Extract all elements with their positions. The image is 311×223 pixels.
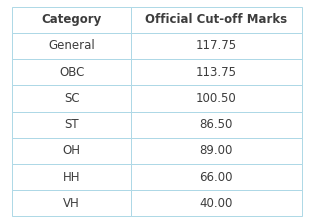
- Text: 40.00: 40.00: [200, 197, 233, 210]
- Text: 66.00: 66.00: [200, 171, 233, 184]
- Bar: [12, 85, 131, 112]
- Text: VH: VH: [63, 197, 80, 210]
- Bar: [12, 59, 131, 85]
- Text: 86.50: 86.50: [200, 118, 233, 131]
- Text: General: General: [48, 39, 95, 52]
- Bar: [131, 85, 302, 112]
- Text: ST: ST: [64, 118, 79, 131]
- Text: 117.75: 117.75: [196, 39, 237, 52]
- Bar: [12, 7, 131, 33]
- Bar: [131, 138, 302, 164]
- Text: OBC: OBC: [59, 66, 84, 79]
- Text: 113.75: 113.75: [196, 66, 237, 79]
- Text: 100.50: 100.50: [196, 92, 237, 105]
- Text: Category: Category: [42, 13, 102, 26]
- Text: OH: OH: [63, 144, 81, 157]
- Bar: [131, 7, 302, 33]
- Bar: [131, 59, 302, 85]
- Bar: [12, 138, 131, 164]
- Bar: [12, 164, 131, 190]
- Bar: [12, 112, 131, 138]
- Text: SC: SC: [64, 92, 80, 105]
- Text: HH: HH: [63, 171, 81, 184]
- Bar: [131, 112, 302, 138]
- Bar: [131, 33, 302, 59]
- Bar: [12, 190, 131, 216]
- Bar: [131, 190, 302, 216]
- Text: Official Cut-off Marks: Official Cut-off Marks: [145, 13, 287, 26]
- Bar: [131, 164, 302, 190]
- Bar: [12, 33, 131, 59]
- Text: 89.00: 89.00: [200, 144, 233, 157]
